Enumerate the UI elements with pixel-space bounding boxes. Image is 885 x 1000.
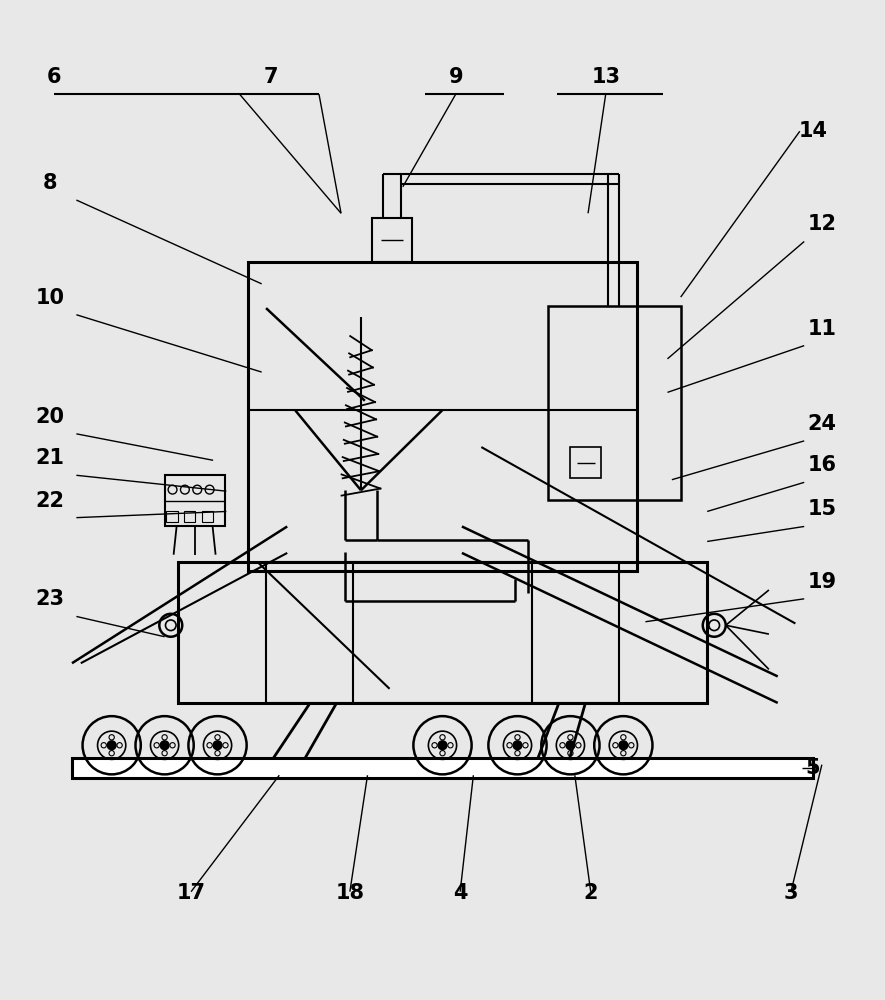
Text: 8: 8 — [42, 173, 58, 193]
Text: 17: 17 — [177, 883, 205, 903]
Text: 22: 22 — [35, 491, 65, 511]
Text: 12: 12 — [807, 214, 836, 234]
Text: 20: 20 — [35, 407, 65, 427]
Text: 11: 11 — [807, 319, 836, 339]
Text: 3: 3 — [784, 883, 798, 903]
Bar — [571, 447, 601, 478]
Text: 5: 5 — [805, 758, 820, 778]
Text: 16: 16 — [807, 455, 836, 475]
Text: 18: 18 — [335, 883, 365, 903]
Bar — [249, 262, 636, 571]
Circle shape — [213, 741, 222, 750]
Text: 2: 2 — [583, 883, 598, 903]
Bar — [266, 562, 619, 703]
Bar — [202, 511, 213, 522]
Text: 4: 4 — [453, 883, 467, 903]
Text: 21: 21 — [35, 448, 65, 468]
Circle shape — [107, 741, 116, 750]
Text: 14: 14 — [798, 121, 827, 141]
Text: 13: 13 — [591, 67, 620, 87]
Text: 23: 23 — [35, 589, 65, 609]
Text: 19: 19 — [807, 572, 836, 592]
Circle shape — [619, 741, 627, 750]
Bar — [184, 511, 196, 522]
Bar — [549, 306, 681, 500]
Text: 24: 24 — [807, 414, 836, 434]
Bar — [72, 758, 813, 778]
Circle shape — [513, 741, 522, 750]
Bar — [372, 218, 412, 262]
Text: 10: 10 — [35, 288, 65, 308]
Text: 7: 7 — [263, 67, 278, 87]
Text: 15: 15 — [807, 499, 836, 519]
Bar — [165, 475, 225, 526]
Circle shape — [566, 741, 575, 750]
Bar — [178, 562, 707, 703]
Text: 6: 6 — [47, 67, 62, 87]
Bar — [166, 511, 178, 522]
Circle shape — [438, 741, 447, 750]
Text: 9: 9 — [449, 67, 463, 87]
Circle shape — [160, 741, 169, 750]
